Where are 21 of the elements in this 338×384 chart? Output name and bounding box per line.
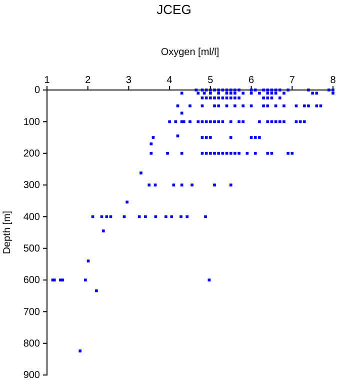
x-tick-label: 6 bbox=[248, 75, 255, 86]
y-tick-label: 600 bbox=[23, 275, 40, 286]
y-tick-label: 400 bbox=[23, 212, 40, 223]
chart-title: JCEG bbox=[156, 2, 192, 17]
y-tick-label: 0 bbox=[34, 85, 40, 96]
y-tick-label: 300 bbox=[23, 180, 40, 192]
x-tick-label: 3 bbox=[126, 75, 132, 86]
x-tick-label: 7 bbox=[289, 75, 296, 86]
y-tick-label: 100 bbox=[23, 116, 40, 128]
x-tick-label: 4 bbox=[166, 75, 173, 86]
x-axis-title: Oxygen [ml/l] bbox=[160, 47, 220, 58]
y-tick-label: 500 bbox=[23, 244, 40, 255]
x-tick-label: 5 bbox=[208, 75, 214, 86]
y-tick-label: 900 bbox=[23, 370, 40, 382]
y-tick-label: 700 bbox=[23, 306, 40, 318]
x-tick-label: 8 bbox=[330, 75, 336, 86]
x-tick-label: 1 bbox=[44, 75, 50, 86]
x-tick-label: 2 bbox=[85, 75, 92, 86]
y-tick-label: 200 bbox=[23, 148, 40, 160]
y-axis-title: Depth [m] bbox=[2, 210, 13, 254]
y-tick-label: 800 bbox=[23, 338, 40, 350]
